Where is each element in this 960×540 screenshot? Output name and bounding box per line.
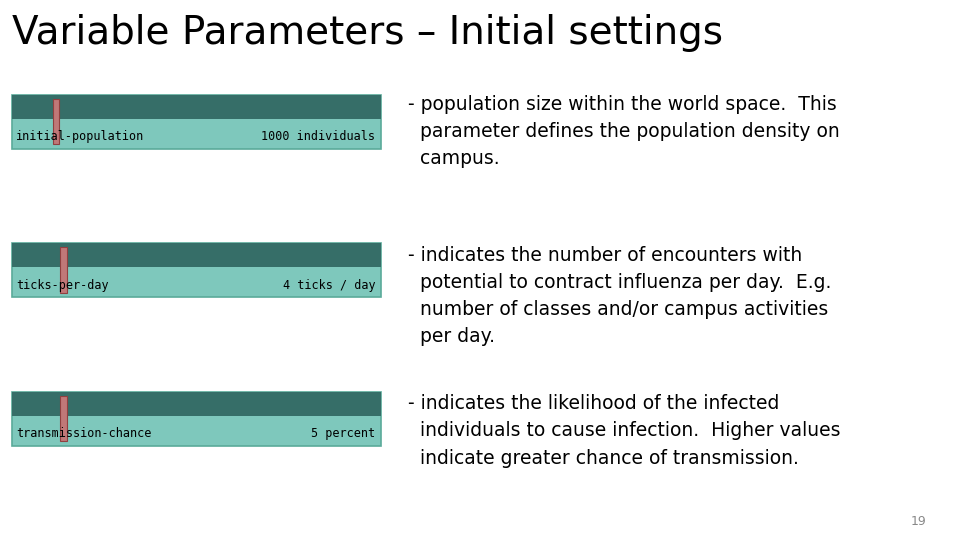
FancyBboxPatch shape [60,395,66,442]
Text: initial-population: initial-population [16,130,145,143]
FancyBboxPatch shape [12,243,381,267]
FancyBboxPatch shape [60,247,66,293]
FancyBboxPatch shape [53,99,60,145]
Text: 1000 individuals: 1000 individuals [261,130,375,143]
Text: ticks-per-day: ticks-per-day [16,279,108,292]
FancyBboxPatch shape [12,392,381,446]
Text: 19: 19 [911,515,926,528]
Text: transmission-chance: transmission-chance [16,427,152,440]
FancyBboxPatch shape [12,94,381,119]
FancyBboxPatch shape [12,392,381,416]
Text: 4 ticks / day: 4 ticks / day [283,279,375,292]
Text: Variable Parameters – Initial settings: Variable Parameters – Initial settings [12,14,723,51]
Text: - indicates the number of encounters with
  potential to contract influenza per : - indicates the number of encounters wit… [408,246,831,347]
Text: - population size within the world space.  This
  parameter defines the populati: - population size within the world space… [408,94,840,168]
Text: - indicates the likelihood of the infected
  individuals to cause infection.  Hi: - indicates the likelihood of the infect… [408,394,841,468]
FancyBboxPatch shape [12,94,381,149]
Text: 5 percent: 5 percent [311,427,375,440]
FancyBboxPatch shape [12,243,381,297]
